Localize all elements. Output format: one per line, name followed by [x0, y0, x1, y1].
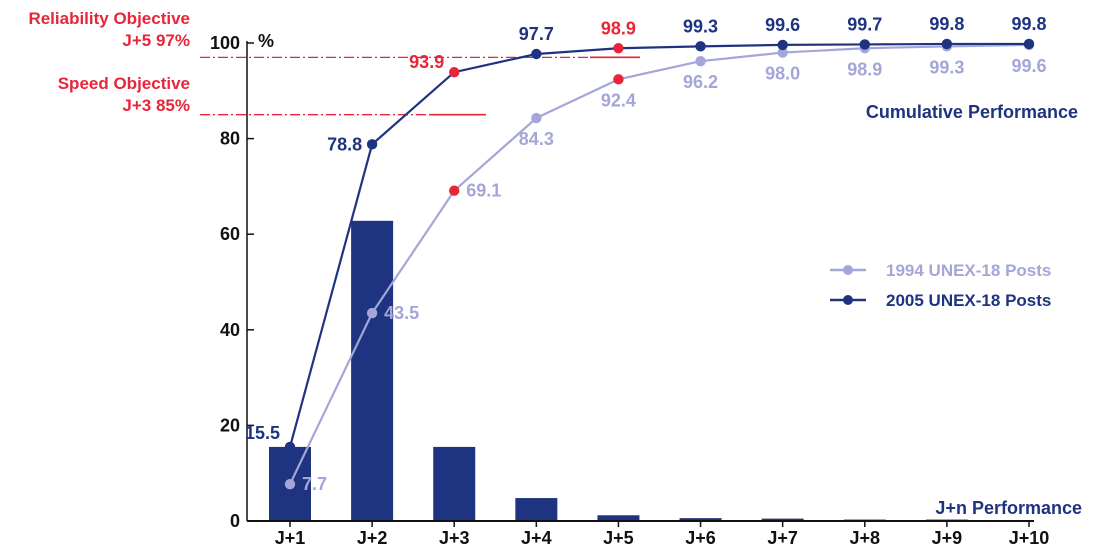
point-1994-j5: [613, 74, 624, 85]
x-tick-label: J+6: [685, 528, 716, 548]
data-label-1994: 98.9: [847, 59, 882, 79]
point-1994-j6: [695, 55, 706, 67]
objective-lines: [200, 56, 640, 116]
y-tick-label: 40: [220, 320, 240, 340]
bar-j4: [515, 498, 558, 521]
x-tick-label: J+1: [275, 528, 306, 548]
data-label-1994: 7.7: [302, 474, 327, 494]
x-tick-label: J+8: [850, 528, 881, 548]
x-tick-label: J+4: [521, 528, 552, 548]
series-line-2005: [288, 42, 1029, 448]
data-label-2005: 97.7: [519, 24, 554, 44]
data-label-1994: 43.5: [384, 303, 419, 323]
data-label-2005: 99.8: [929, 14, 964, 34]
data-label-2005: 99.3: [683, 16, 718, 36]
legend-label-1994: 1994 UNEX-18 Posts: [886, 261, 1051, 280]
data-label-1994: 99.6: [1011, 56, 1046, 76]
point-2005-j2: [366, 139, 378, 150]
data-label-1994: 69.1: [466, 181, 501, 201]
data-label-2005: 15.5: [245, 423, 280, 443]
bar-j2: [351, 220, 394, 522]
data-label-1994: 96.2: [683, 72, 718, 92]
series-lines: [284, 38, 1035, 490]
y-unit-label: %: [258, 31, 274, 51]
point-1994-j3: [449, 185, 460, 196]
y-tick-label: 0: [230, 511, 240, 531]
x-tick-label: J+10: [1009, 528, 1050, 548]
jn-performance-label: J+n Performance: [935, 498, 1082, 518]
x-tick-label: J+2: [357, 528, 388, 548]
y-tick-label: 60: [220, 224, 240, 244]
data-labels: 7.7 43.5 69.1 84.3 92.4 96.2 98.0 98.9 99.3 99.6 1…: [245, 14, 1047, 494]
data-label-1994: 84.3: [519, 129, 554, 149]
point-1994-j2: [366, 307, 378, 319]
data-label-2005: 98.9: [601, 18, 636, 38]
point-2005-j4: [531, 48, 542, 60]
bar-j7: [761, 518, 804, 521]
data-label-1994: 98.0: [765, 64, 800, 84]
point-1994-j4: [531, 112, 542, 124]
point-2005-j1: [284, 441, 296, 453]
cumulative-performance-label: Cumulative Performance: [866, 102, 1078, 122]
point-2005-j8: [859, 39, 870, 50]
reliability-objective-value: J+5 97%: [122, 31, 190, 50]
legend: 1994 UNEX-18 Posts 2005 UNEX-18 Posts: [830, 261, 1051, 310]
x-tick-label: J+9: [932, 528, 963, 548]
data-label-2005: 99.6: [765, 15, 800, 35]
speed-objective-label: Speed Objective: [58, 74, 190, 93]
bars: [269, 220, 968, 522]
reliability-objective-label: Reliability Objective: [28, 9, 190, 28]
axes: 0 20 40 60 80 100 J+1 J+2 J+3 J+4 J+5 J+6 J+7 J+8 J+9 J…: [210, 33, 1049, 548]
point-2005-j6: [695, 41, 706, 52]
legend-marker: [843, 265, 853, 275]
point-2005-j7: [777, 39, 788, 51]
data-label-1994: 99.3: [929, 57, 964, 77]
point-2005-j3: [449, 66, 460, 78]
x-tick-label: J+3: [439, 528, 470, 548]
bar-j5: [597, 515, 640, 521]
point-1994-j7: [777, 47, 788, 58]
bar-j6: [679, 518, 722, 521]
data-label-2005: 99.8: [1011, 14, 1046, 34]
y-tick-label: 80: [220, 129, 240, 149]
legend-marker: [843, 295, 853, 305]
point-2005-j5: [613, 43, 624, 54]
data-label-2005: 93.9: [409, 52, 444, 72]
x-tick-label: J+5: [603, 528, 634, 548]
data-label-1994: 92.4: [601, 90, 636, 110]
y-tick-label: 20: [220, 415, 240, 435]
data-label-2005: 78.8: [327, 134, 362, 154]
point-2005-j10: [1023, 38, 1035, 50]
legend-label-2005: 2005 UNEX-18 Posts: [886, 291, 1051, 310]
speed-objective-value: J+3 85%: [122, 96, 190, 115]
point-1994-j1: [284, 478, 296, 490]
y-tick-label: 100: [210, 33, 240, 53]
x-tick-label: J+7: [767, 528, 798, 548]
bar-j3: [433, 446, 476, 521]
series-line-1994: [289, 43, 1030, 485]
data-label-2005: 99.7: [847, 14, 882, 34]
point-2005-j9: [941, 38, 953, 50]
